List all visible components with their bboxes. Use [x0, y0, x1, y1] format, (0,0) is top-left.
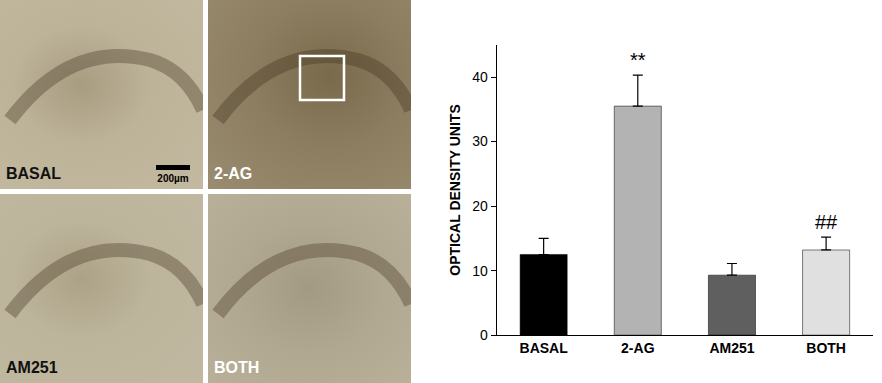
- svg-text:30: 30: [472, 133, 488, 149]
- html-text:AM251: AM251: [6, 359, 58, 376]
- html-text:2-AG: 2-AG: [214, 165, 253, 182]
- svg-text:40: 40: [472, 69, 488, 85]
- svg-text:0: 0: [480, 327, 488, 343]
- svg-text:OPTICAL DENSITY UNITS: OPTICAL DENSITY UNITS: [447, 104, 463, 275]
- svg-text:BOTH: BOTH: [806, 340, 846, 356]
- svg-text:##: ##: [815, 211, 838, 233]
- svg-text:10: 10: [472, 263, 488, 279]
- html-text:BOTH: BOTH: [214, 359, 260, 376]
- svg-text:20: 20: [472, 198, 488, 214]
- html-text:BASAL: BASAL: [6, 165, 62, 182]
- svg-text:AM251: AM251: [709, 340, 754, 356]
- svg-text:BASAL: BASAL: [520, 340, 569, 356]
- svg-text:200µm: 200µm: [157, 173, 188, 184]
- svg-text:2-AG: 2-AG: [621, 340, 655, 356]
- svg-text:**: **: [630, 49, 646, 71]
